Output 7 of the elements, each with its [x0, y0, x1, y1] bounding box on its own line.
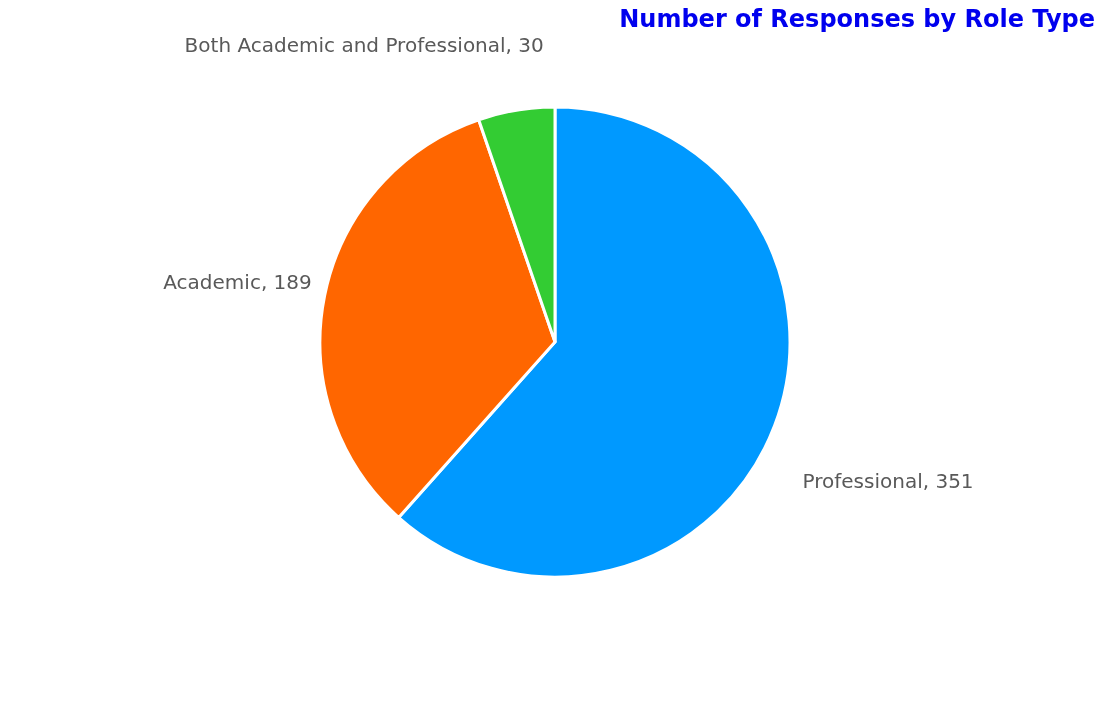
data-label: , 30 [505, 33, 544, 58]
slice-label: Both Academic and Professional [184, 33, 506, 58]
slice-label: Professional [802, 468, 923, 493]
data-label: , 351 [922, 468, 974, 493]
slice-label: Academic [163, 269, 261, 294]
data-label: , 189 [260, 269, 312, 294]
chart-title: Number of Responses by Role Type [619, 5, 1095, 34]
